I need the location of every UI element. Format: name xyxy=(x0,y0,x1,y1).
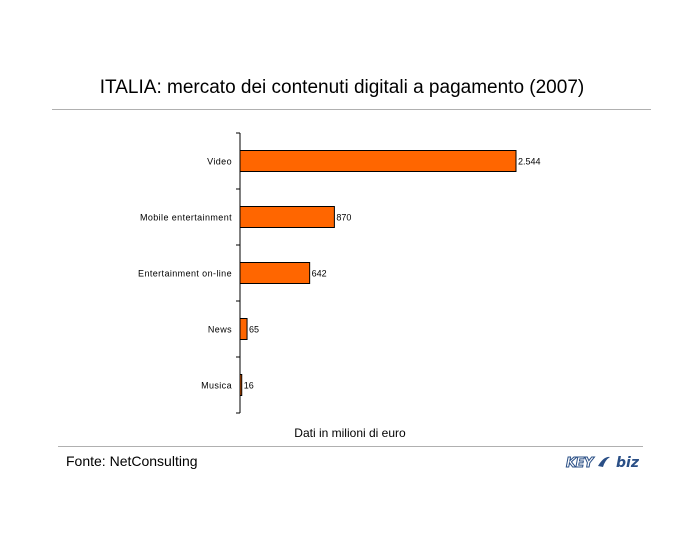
bar-mobile-entertainment xyxy=(239,206,335,228)
bar-news xyxy=(239,318,248,340)
data-label: 642 xyxy=(312,269,327,279)
data-label: 870 xyxy=(336,213,351,223)
title-divider xyxy=(52,109,651,110)
bar-musica xyxy=(239,374,243,396)
logo-swoosh-icon xyxy=(598,456,610,467)
bar-entertainment-on-line xyxy=(239,262,311,284)
category-label: Entertainment on-line xyxy=(138,269,232,279)
data-label: 65 xyxy=(249,325,259,335)
keybiz-logo: KEY biz xyxy=(566,452,642,472)
logo-text-key: KEY xyxy=(566,456,594,472)
units-note: Dati in milioni di euro xyxy=(294,426,406,440)
bar-video xyxy=(239,150,517,172)
footer-divider xyxy=(58,446,643,447)
data-label: 2.544 xyxy=(518,157,541,167)
data-label: 16 xyxy=(244,381,254,391)
category-label: Musica xyxy=(201,381,232,391)
category-label: Mobile entertainment xyxy=(140,213,232,223)
source-note: Fonte: NetConsulting xyxy=(66,453,198,469)
chart-title: ITALIA: mercato dei contenuti digitali a… xyxy=(99,77,585,98)
logo-text-biz: biz xyxy=(616,455,639,471)
category-label: News xyxy=(208,325,232,335)
category-label: Video xyxy=(207,157,232,167)
